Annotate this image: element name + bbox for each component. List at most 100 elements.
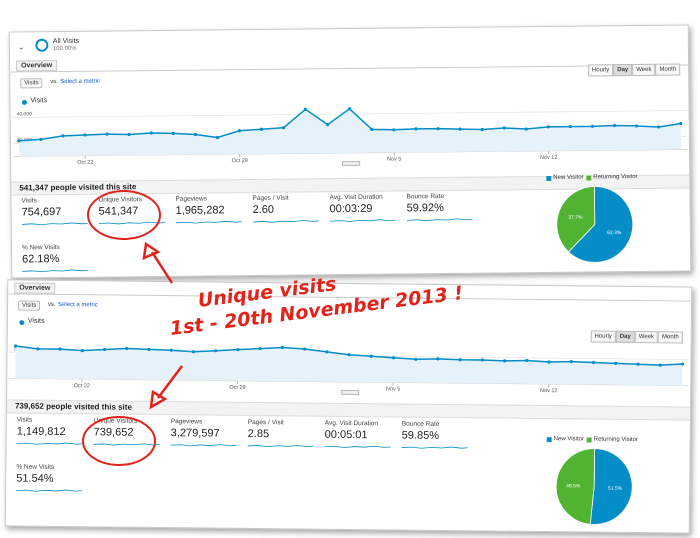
overview-tab[interactable]: Overview (14, 282, 56, 294)
data-point (636, 362, 640, 366)
overview-tab[interactable]: Overview (16, 60, 58, 72)
summary-title: 739,652 people visited this site (14, 401, 132, 412)
scroll-handle[interactable] (340, 389, 359, 396)
pie-legend-label: Returning Visitor (593, 436, 638, 444)
sparkline-line (252, 220, 319, 223)
data-point (80, 349, 84, 353)
data-point (169, 348, 173, 352)
tab-bar (10, 64, 689, 73)
data-point (657, 125, 661, 129)
x-tick-label: Nov 12 (540, 155, 557, 161)
data-point (369, 354, 373, 358)
data-point (458, 358, 462, 362)
select-metric-link[interactable]: Select a metric (60, 78, 100, 86)
metric-value: 59.85% (401, 429, 440, 442)
x-tick-label: Oct 29 (232, 158, 248, 164)
select-metric-link[interactable]: Select a metric (58, 301, 98, 309)
sparkline-line (401, 446, 468, 449)
segment-share: 100.00% (52, 45, 77, 53)
sparkline (16, 489, 83, 492)
line-area (15, 346, 683, 386)
pie-legend-label: Returning Visitor (593, 173, 638, 181)
sparkline (98, 221, 165, 225)
metric-value: 2.85 (247, 427, 270, 441)
data-point (39, 137, 43, 141)
metric-select[interactable]: Visits (17, 300, 41, 311)
sparkline-line (247, 445, 314, 448)
data-point (259, 127, 264, 131)
pie-legend-label: New Visitor (553, 436, 584, 443)
pie-value-label: 37.7% (568, 215, 583, 221)
granularity-button[interactable]: Week (632, 63, 656, 77)
data-point (568, 125, 573, 129)
data-point (14, 344, 18, 348)
pie-slice (567, 186, 634, 263)
metric-value: 62.18% (22, 253, 60, 266)
metric-value: 1,965,282 (175, 204, 225, 217)
data-point (61, 134, 65, 138)
data-point (347, 107, 352, 111)
data-point (303, 347, 307, 351)
data-point (480, 127, 484, 132)
pie-slice (556, 186, 596, 253)
granularity-button[interactable]: Hourly (587, 64, 614, 77)
pie-chart: 62.3% 37.7% (556, 186, 634, 263)
data-point (147, 347, 151, 351)
collapse-toggle[interactable]: ⌄ (17, 42, 25, 52)
scroll-handle[interactable] (342, 160, 361, 167)
sparkline-line (98, 221, 165, 225)
segment-ring (35, 38, 49, 52)
metric-label: Pages / Visit (247, 418, 284, 427)
metric-label: Avg. Visit Duration (324, 419, 379, 428)
x-tick-label: Nov 5 (386, 386, 400, 392)
x-tick-label: Oct 29 (229, 385, 245, 391)
sparkline (401, 446, 468, 449)
metric-label: Visits (21, 197, 37, 205)
data-point (303, 107, 308, 111)
pie-legend-color (546, 175, 552, 181)
sparkline (22, 269, 89, 273)
metric-select[interactable]: Visits (20, 78, 43, 89)
metric-value: 00:05:01 (324, 428, 368, 442)
data-point (590, 124, 595, 129)
sparkline (21, 222, 88, 226)
sparkline-line (93, 443, 160, 446)
data-point (436, 127, 440, 131)
sparkline (247, 445, 314, 448)
data-point (503, 359, 507, 363)
data-point (502, 126, 506, 130)
vs-label: vs. (50, 79, 58, 86)
sparkline (252, 220, 319, 223)
segment-name: All Visits (52, 37, 80, 46)
sparkline (93, 443, 160, 446)
data-point (281, 126, 286, 130)
metric-label: Bounce Rate (401, 420, 440, 428)
legend-label: Visits (27, 317, 45, 325)
granularity-button[interactable]: Month (655, 63, 681, 76)
x-tick-label: Oct 22 (77, 160, 93, 166)
line-area (18, 108, 681, 157)
data-point (36, 347, 40, 351)
y-tick-label: 40,000 (17, 111, 33, 117)
pie-legend-label: New Visitor (553, 174, 584, 181)
pie-legend-color (586, 175, 592, 181)
data-point (525, 358, 529, 363)
metric-label: Unique Visitors (98, 196, 143, 204)
data-point (591, 360, 596, 365)
metric-value: 51.54% (16, 472, 54, 485)
metric-label: % New Visits (21, 244, 60, 252)
data-point (680, 362, 685, 366)
data-point (17, 139, 21, 143)
data-point (547, 360, 551, 364)
data-point (658, 363, 662, 367)
data-point (546, 125, 550, 129)
pie-legend-color (586, 437, 592, 443)
sparkline-line (324, 445, 391, 448)
data-point (635, 124, 639, 128)
metric-label: Avg. Visit Duration (329, 193, 383, 202)
granularity-button[interactable]: Day (613, 64, 633, 77)
data-point (237, 129, 242, 133)
